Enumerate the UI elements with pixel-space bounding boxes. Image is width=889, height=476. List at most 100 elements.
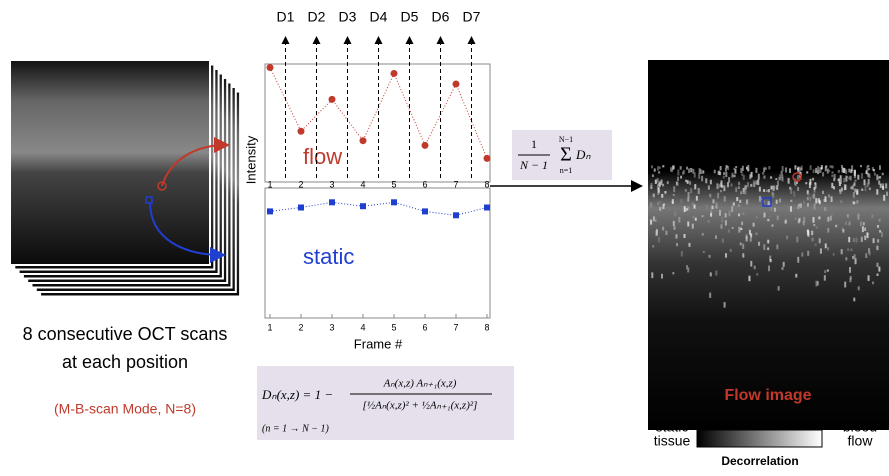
flow-line <box>269 67 488 159</box>
speckle <box>727 165 730 170</box>
speckle <box>679 166 682 170</box>
speckle <box>859 221 862 227</box>
flow-point <box>483 154 491 162</box>
flow-point <box>390 69 398 77</box>
speckle <box>717 192 720 199</box>
speckle <box>673 186 676 192</box>
speckle <box>797 186 800 191</box>
speckle <box>658 171 661 174</box>
speckle <box>687 267 690 273</box>
speckle <box>650 165 653 169</box>
speckle <box>861 188 864 191</box>
x-tick-label: 3 <box>329 322 334 332</box>
speckle <box>763 189 766 192</box>
colorbar <box>696 429 823 448</box>
speckle <box>850 248 853 252</box>
flow-marker <box>792 172 802 182</box>
speckle <box>715 270 718 276</box>
speckle <box>844 281 847 288</box>
speckle <box>839 175 842 179</box>
speckle <box>868 167 871 171</box>
speckle <box>662 226 665 231</box>
speckle <box>690 188 693 194</box>
speckle <box>652 193 655 198</box>
speckle <box>861 226 864 233</box>
d-label: D2 <box>308 9 326 25</box>
speckle <box>818 200 821 205</box>
speckle <box>718 184 721 189</box>
speckle <box>724 213 727 218</box>
speckle <box>768 165 771 170</box>
x-tick-label: 5 <box>391 322 396 332</box>
speckle <box>815 170 818 173</box>
speckle <box>701 215 704 218</box>
x-tick-label: 2 <box>298 322 303 332</box>
flow-point <box>328 95 336 103</box>
speckle <box>824 207 827 211</box>
speckle <box>839 189 842 195</box>
speckle <box>803 216 806 223</box>
speckle <box>815 167 818 170</box>
speckle <box>739 242 742 246</box>
speckle <box>868 187 871 191</box>
speckle <box>776 244 779 250</box>
speckle <box>795 181 798 184</box>
speckle <box>720 180 723 184</box>
speckle <box>785 167 788 173</box>
speckle <box>752 222 755 227</box>
flow-speckle <box>650 165 888 308</box>
flow-arrow <box>161 137 230 187</box>
speckle <box>812 177 815 181</box>
speckle <box>715 235 718 239</box>
speckle <box>723 302 726 308</box>
flow-label: flow <box>303 144 342 169</box>
speckle <box>687 221 690 227</box>
speckle <box>847 248 850 251</box>
speckle <box>742 253 745 258</box>
speckle <box>839 178 842 184</box>
high-label: flow <box>848 433 874 449</box>
speckle <box>719 189 722 193</box>
oct-scan <box>9 59 211 266</box>
speckle <box>781 165 784 172</box>
speckle <box>738 181 741 186</box>
speckle <box>813 193 816 199</box>
x-tick-label: 3 <box>329 179 334 189</box>
speckle <box>812 169 815 174</box>
speckle <box>845 175 848 182</box>
speckle <box>849 175 852 181</box>
speckle <box>685 179 688 183</box>
speckle <box>768 215 771 219</box>
flow-image-title: Flow image <box>724 387 811 404</box>
speckle <box>707 220 710 223</box>
speckle <box>692 216 695 219</box>
speckle <box>740 191 743 195</box>
speckle <box>857 286 860 291</box>
speckle <box>726 182 729 188</box>
speckle <box>700 170 703 175</box>
speckle <box>803 200 806 204</box>
speckle <box>740 227 743 231</box>
speckle <box>680 175 683 179</box>
speckle <box>864 235 867 241</box>
speckle <box>850 169 853 174</box>
speckle <box>815 280 818 287</box>
speckle <box>812 217 815 223</box>
speckle <box>733 167 736 170</box>
speckle <box>710 210 713 214</box>
speckle <box>818 216 821 220</box>
speckle <box>879 183 882 188</box>
speckle <box>817 166 820 171</box>
speckle <box>841 227 844 231</box>
speckle <box>697 187 700 194</box>
static-arrow <box>149 201 226 263</box>
speckle <box>680 199 683 204</box>
speckle <box>762 172 765 175</box>
speckle <box>719 166 722 171</box>
static-point <box>267 208 273 215</box>
speckle <box>676 242 679 247</box>
d-label: D1 <box>277 9 295 25</box>
speckle <box>723 185 726 192</box>
speckle <box>686 265 689 270</box>
speckle <box>747 165 750 171</box>
